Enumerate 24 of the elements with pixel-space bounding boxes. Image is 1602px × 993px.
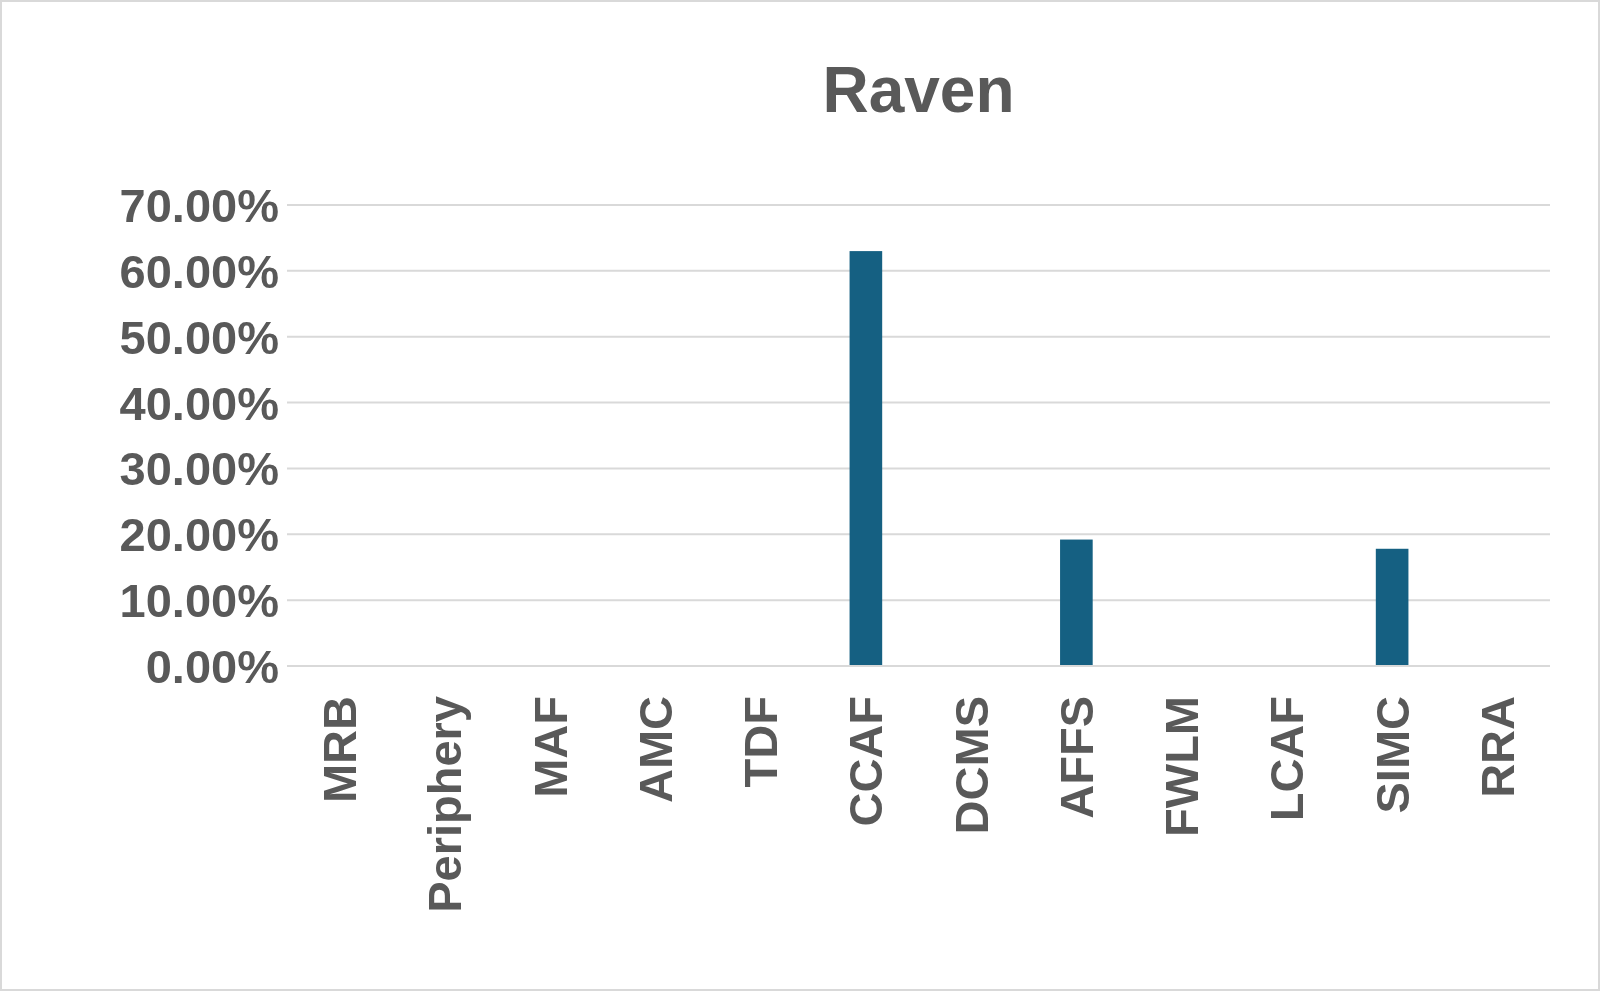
y-tick-label: 0.00% [145, 639, 279, 693]
x-tick-label: FWLM [1155, 696, 1209, 837]
bar [1060, 539, 1093, 666]
x-tick-label: MAF [523, 696, 577, 798]
y-tick-label: 50.00% [119, 310, 279, 364]
y-tick-label: 30.00% [119, 442, 279, 496]
x-tick-label: AFFS [1049, 696, 1103, 819]
x-tick-label: Periphery [418, 696, 472, 913]
x-tick-label: CCAF [839, 696, 893, 827]
bar [1375, 548, 1409, 666]
y-tick-label: 20.00% [119, 508, 279, 562]
x-tick-label: LCAF [1260, 696, 1314, 822]
y-tick-label: 40.00% [119, 376, 279, 430]
y-tick-label: 10.00% [119, 574, 279, 628]
chart-title: Raven [822, 54, 1015, 126]
x-tick-label: AMC [628, 696, 682, 804]
x-tick-label: TDF [734, 696, 788, 788]
x-tick-label: SIMC [1365, 696, 1419, 814]
x-tick-label: RRA [1470, 696, 1524, 798]
bar [849, 251, 883, 666]
y-tick-label: 70.00% [119, 178, 279, 232]
y-tick-label: 60.00% [119, 244, 279, 298]
x-tick-label: MRB [313, 696, 367, 804]
x-tick-label: DCMS [944, 696, 998, 835]
